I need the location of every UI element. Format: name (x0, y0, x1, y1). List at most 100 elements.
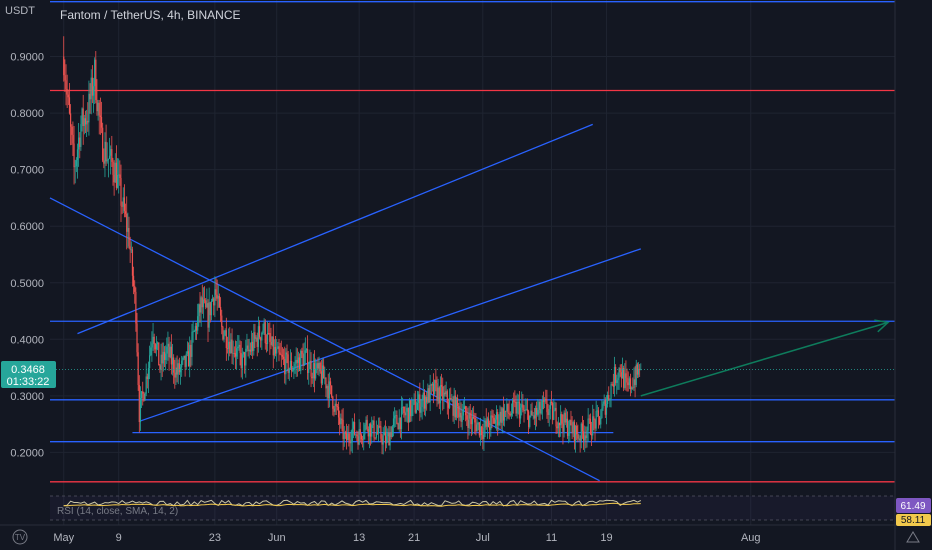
candle-body (241, 354, 243, 369)
candle-body (396, 415, 398, 424)
candle-body (349, 439, 351, 444)
candle-body (213, 298, 215, 306)
candle-body (98, 102, 100, 116)
candle-body (147, 368, 150, 380)
price-tick-label: 0.7000 (10, 165, 44, 177)
drawing-lines[interactable] (49, 1, 895, 483)
time-axis[interactable]: May 9 23 Jun 13 21 Jul 11 19 Aug (53, 532, 760, 544)
candle-body (552, 403, 554, 420)
candle-body (636, 364, 638, 375)
candle-body (518, 401, 521, 419)
target-arrow-line[interactable] (640, 321, 889, 397)
target-arrow-head-icon[interactable] (874, 319, 890, 333)
candle-body (383, 432, 385, 436)
time-tick-label: Jul (476, 532, 490, 544)
candle-body (408, 400, 411, 423)
candle-body (579, 438, 581, 441)
svg-text:TV: TV (15, 533, 26, 542)
chart-settings-icon[interactable] (906, 531, 920, 543)
candle-body (73, 143, 75, 168)
candle-body (84, 118, 87, 125)
price-axis[interactable]: 0.9000 0.8000 0.7000 0.6000 0.5000 0.4000 0.30… (10, 52, 44, 460)
candle-body (475, 422, 477, 432)
candle-body (348, 433, 350, 440)
candle-body (144, 393, 146, 401)
candle-body (190, 344, 192, 357)
candle-body (629, 378, 632, 390)
candle-body (166, 346, 168, 354)
candle-body (208, 302, 210, 328)
candle-body (247, 345, 249, 351)
candle-body (451, 399, 453, 401)
candle-body (132, 275, 135, 286)
candle-body (197, 316, 199, 331)
candle-body (296, 359, 298, 363)
candle-body (336, 406, 338, 408)
candle-body (381, 438, 383, 445)
candle-body (558, 422, 561, 426)
candle-body (365, 419, 367, 425)
candle-body (438, 387, 440, 404)
candle-body (344, 432, 347, 434)
candle-body (100, 116, 103, 128)
candle-body (205, 300, 207, 308)
trend-line[interactable] (77, 123, 593, 335)
trend-line[interactable] (139, 248, 642, 422)
candle-body (194, 326, 197, 332)
candle-body (339, 417, 341, 425)
candle-body (505, 410, 507, 412)
candle-body (503, 410, 506, 421)
candle-body (517, 401, 519, 403)
rsi-sma-value: 58.11 (901, 515, 926, 526)
candle-body (317, 363, 319, 369)
candle-body (315, 368, 317, 379)
candle-body (75, 160, 77, 167)
candle-body (531, 410, 533, 416)
candle-body (573, 422, 576, 442)
candle-body (181, 360, 183, 368)
candle-body (601, 408, 603, 419)
candle-body (206, 303, 208, 308)
candle-body (432, 383, 435, 395)
candle-body (384, 432, 387, 444)
candle-body (165, 353, 167, 360)
candle-body (92, 86, 95, 96)
candle-body (471, 416, 474, 425)
trend-line[interactable] (49, 197, 600, 482)
candle-body (590, 434, 593, 436)
candle-body (486, 418, 488, 427)
candle-body (81, 108, 83, 125)
tradingview-logo-icon[interactable]: TV (12, 529, 28, 545)
candle-body (332, 396, 334, 409)
candle-body (301, 350, 303, 355)
candle-body (545, 398, 547, 401)
candle-body (495, 412, 498, 420)
rsi-sma-background (896, 514, 931, 526)
candle-body (476, 424, 478, 432)
candle-body (116, 174, 119, 188)
candle-body (562, 423, 564, 432)
candle-body (574, 425, 577, 442)
candle-body (536, 407, 538, 415)
candle-body (64, 75, 66, 81)
candle-body (586, 430, 588, 439)
candle-body (435, 379, 437, 384)
candle-body (544, 398, 546, 402)
candle-body (510, 413, 513, 416)
price-tag-background (1, 361, 56, 388)
rsi-pane[interactable] (50, 495, 895, 521)
candle-body (612, 384, 614, 387)
candle-body (437, 387, 439, 401)
candle-body (620, 372, 622, 379)
candle-body (584, 435, 586, 441)
candle-body (99, 115, 101, 117)
candle-body (616, 380, 618, 383)
candle-body (468, 412, 470, 428)
candle-body (286, 352, 288, 355)
candle-body (429, 384, 431, 403)
candle-body (129, 246, 131, 250)
candle-body (499, 411, 501, 422)
candle-body (82, 108, 84, 127)
